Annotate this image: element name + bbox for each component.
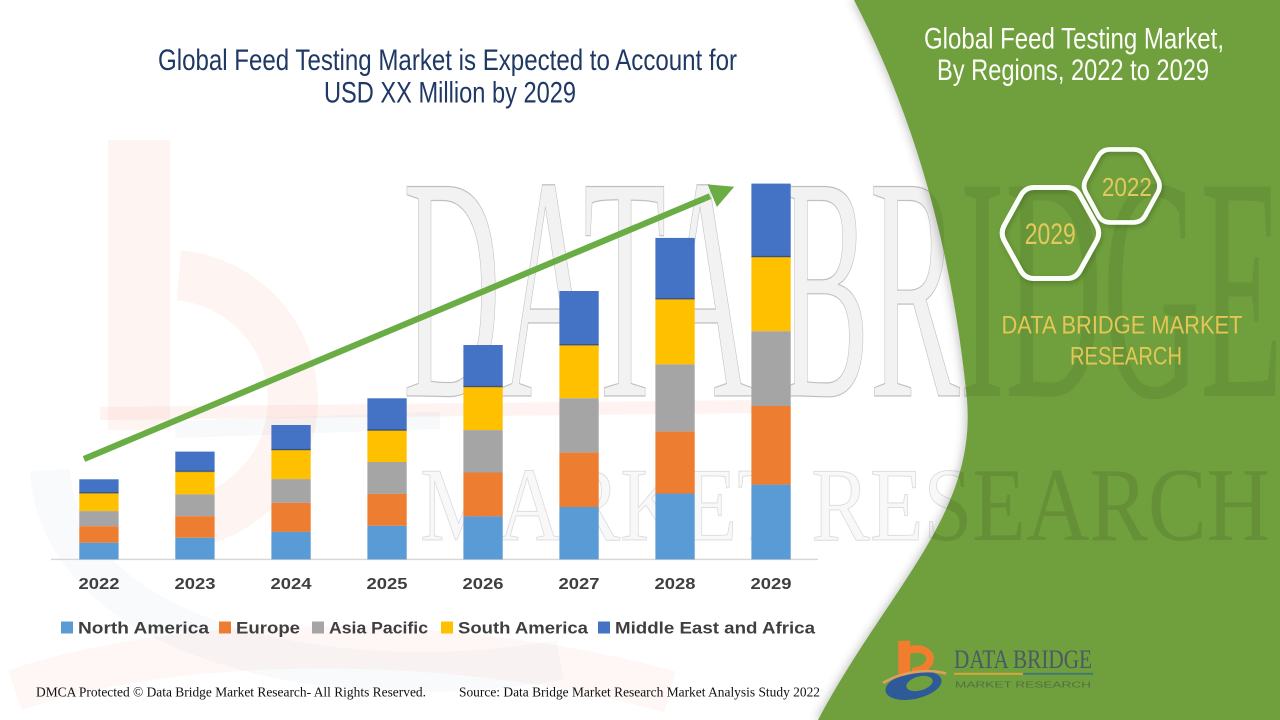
svg-text:Middle East and Africa: Middle East and Africa [615,620,816,638]
svg-text:Global Feed Testing Market,: Global Feed Testing Market, [924,22,1224,55]
svg-text:Global Feed Testing Market is: Global Feed Testing Market is Expected t… [158,44,737,77]
svg-text:North America: North America [78,620,210,638]
svg-text:2024: 2024 [271,576,312,593]
svg-text:2029: 2029 [1025,218,1076,251]
svg-text:2029: 2029 [751,576,792,593]
svg-text:Asia Pacific: Asia Pacific [329,620,428,638]
svg-text:DATA BRIDGE: DATA BRIDGE [954,645,1092,674]
svg-text:MARKET RESEARCH: MARKET RESEARCH [955,680,1091,690]
svg-text:By Regions, 2022 to 2029: By Regions, 2022 to 2029 [937,54,1209,87]
svg-text:2026: 2026 [463,576,504,593]
svg-text:2025: 2025 [367,576,408,593]
svg-text:RESEARCH: RESEARCH [1070,343,1182,371]
svg-text:Source: Data Bridge Market Res: Source: Data Bridge Market Research Mark… [459,685,820,700]
svg-text:DATA BRIDGE MARKET: DATA BRIDGE MARKET [1002,312,1243,340]
svg-text:DMCA Protected © Data Bridge M: DMCA Protected © Data Bridge Market Rese… [36,685,426,700]
svg-text:Europe: Europe [236,620,300,638]
svg-text:2022: 2022 [79,576,120,593]
svg-text:2022: 2022 [1102,172,1152,202]
svg-text:South America: South America [458,620,589,638]
svg-text:USD XX Million by 2029: USD XX Million by 2029 [324,77,576,110]
svg-text:2023: 2023 [175,576,216,593]
svg-text:2028: 2028 [655,576,696,593]
svg-text:2027: 2027 [559,576,600,593]
